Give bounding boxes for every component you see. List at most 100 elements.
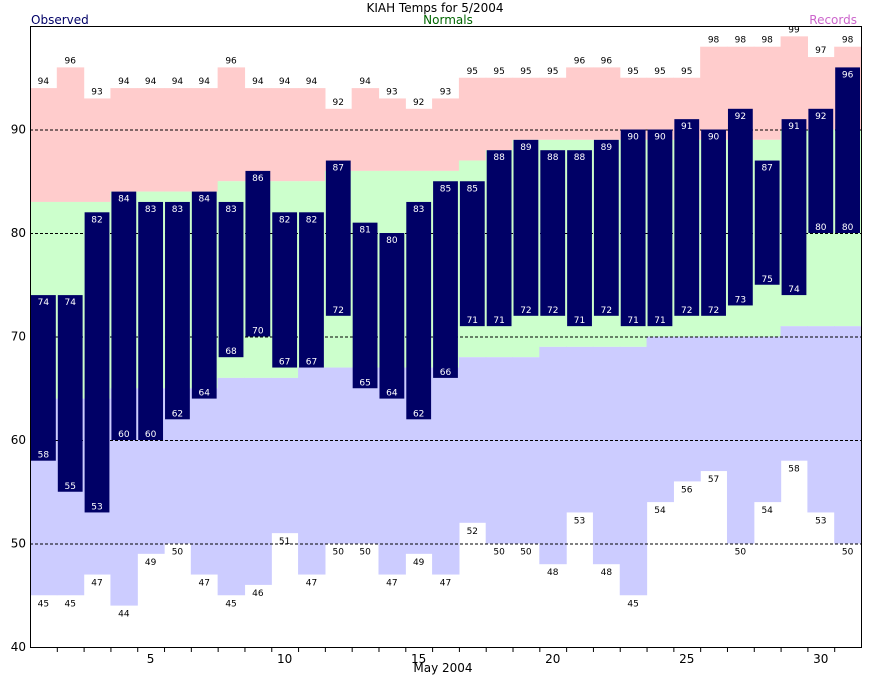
record-low-label: 48 (547, 568, 559, 578)
record-high-label: 94 (359, 77, 371, 87)
record-low-band (592, 346, 621, 565)
record-low-band (378, 367, 406, 575)
observed-low-label: 72 (547, 306, 558, 316)
observed-low-label: 53 (91, 502, 102, 512)
record-low-band (324, 367, 353, 544)
record-high-band (780, 36, 808, 130)
record-high-label: 95 (493, 67, 504, 77)
observed-high-label: 83 (413, 205, 424, 215)
observed-bar (808, 108, 834, 233)
plot-frame (30, 26, 862, 648)
record-high-band (512, 77, 540, 140)
record-low-label: 46 (252, 589, 264, 599)
record-high-label: 95 (654, 67, 665, 77)
record-low-label: 45 (64, 599, 75, 609)
record-low-label: 56 (681, 485, 693, 495)
record-high-label: 94 (172, 77, 184, 87)
observed-bar (31, 295, 56, 461)
observed-high-label: 85 (467, 184, 478, 194)
record-low-label: 57 (708, 475, 719, 485)
observed-high-label: 83 (225, 205, 236, 215)
record-high-label: 98 (735, 36, 747, 46)
observed-bar (701, 129, 726, 316)
observed-high-label: 87 (333, 164, 344, 174)
x-tick-label: 25 (679, 652, 694, 666)
record-low-band (619, 346, 648, 596)
observed-bar (620, 129, 646, 327)
record-high-label: 95 (467, 67, 478, 77)
observed-bar (218, 201, 244, 358)
observed-bar (781, 119, 807, 296)
record-low-band (190, 388, 219, 575)
observed-low-label: 72 (601, 306, 612, 316)
record-low-label: 49 (145, 558, 157, 568)
observed-bar (674, 119, 700, 316)
record-low-label: 54 (761, 506, 773, 516)
y-tick-label: 80 (11, 226, 26, 240)
observed-low-label: 67 (306, 358, 317, 368)
observed-bar (647, 129, 673, 327)
observed-low-label: 65 (359, 378, 370, 388)
observed-low-label: 71 (467, 316, 478, 326)
observed-bar (835, 67, 860, 234)
record-high-band (432, 98, 460, 171)
observed-high-label: 84 (199, 195, 211, 205)
record-high-label: 99 (788, 25, 800, 35)
observed-low-label: 70 (252, 327, 264, 337)
record-low-band (807, 326, 835, 513)
observed-high-label: 88 (574, 153, 586, 163)
observed-high-label: 74 (38, 298, 50, 308)
record-low-label: 45 (38, 599, 49, 609)
record-high-label: 92 (413, 98, 424, 108)
observed-bar (111, 191, 137, 440)
record-low-label: 51 (279, 537, 290, 547)
record-high-label: 94 (306, 77, 318, 87)
observed-high-label: 91 (681, 122, 692, 132)
observed-bar (57, 295, 83, 492)
record-high-band (83, 98, 112, 202)
record-high-label: 96 (225, 56, 237, 66)
x-tick-label: 20 (545, 652, 560, 666)
x-tick-label: 10 (277, 652, 292, 666)
record-high-label: 96 (574, 56, 586, 66)
observed-bar (325, 160, 351, 316)
legend-observed: Observed (31, 13, 89, 27)
record-low-band (646, 336, 674, 503)
observed-low-label: 62 (172, 409, 183, 419)
observed-high-label: 74 (64, 298, 76, 308)
record-high-label: 95 (681, 67, 692, 77)
record-high-label: 95 (520, 67, 531, 77)
record-low-label: 53 (815, 516, 826, 526)
record-high-label: 94 (118, 77, 130, 87)
observed-high-label: 88 (547, 153, 559, 163)
record-low-band (217, 377, 246, 596)
observed-high-label: 90 (654, 133, 666, 143)
observed-bar (138, 201, 164, 440)
legend-records: Records (809, 13, 857, 27)
observed-low-label: 71 (654, 316, 665, 326)
record-high-label: 98 (842, 36, 854, 46)
observed-low-label: 74 (788, 285, 800, 295)
observed-bar (245, 170, 271, 337)
record-high-label: 92 (333, 98, 344, 108)
observed-bar (352, 222, 378, 389)
observed-low-label: 80 (815, 223, 827, 233)
observed-low-label: 62 (413, 409, 424, 419)
record-high-band (271, 88, 299, 182)
observed-high-label: 92 (815, 112, 826, 122)
legend-normals: Normals (423, 13, 473, 27)
record-high-band (190, 88, 219, 192)
observed-low-label: 72 (681, 306, 692, 316)
observed-high-label: 87 (761, 164, 772, 174)
record-low-band (512, 357, 540, 544)
observed-high-label: 89 (520, 143, 532, 153)
record-low-label: 47 (306, 579, 317, 589)
x-tick-label: 15 (411, 652, 426, 666)
record-high-band (56, 67, 85, 202)
record-high-band (592, 67, 621, 140)
record-high-band (566, 67, 594, 140)
record-low-band (834, 326, 862, 544)
record-high-band (137, 88, 165, 192)
observed-low-label: 60 (118, 430, 130, 440)
